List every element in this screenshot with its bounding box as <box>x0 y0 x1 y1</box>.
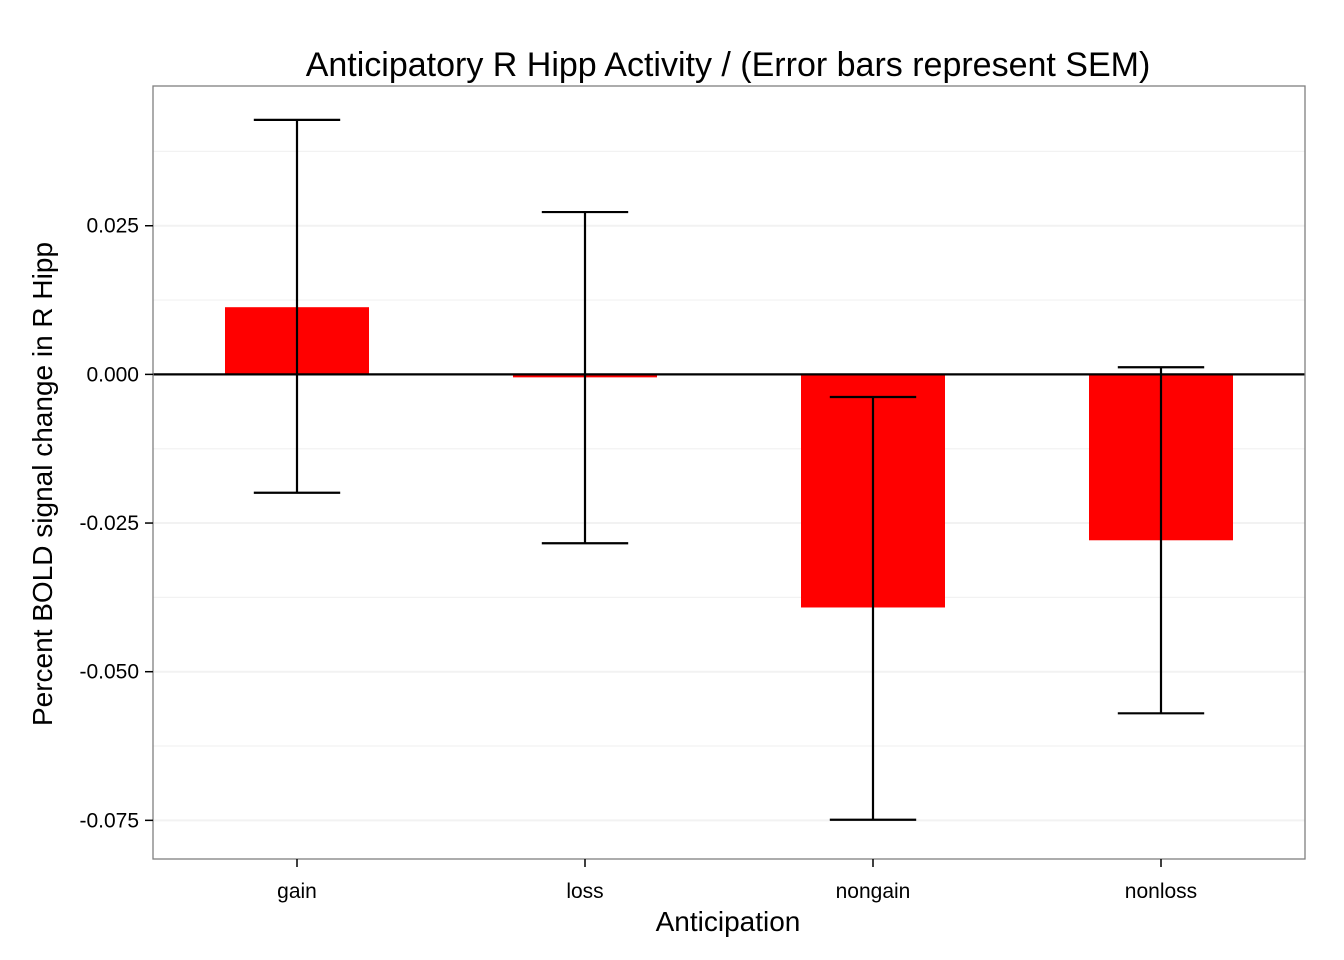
x-tick-label-gain: gain <box>277 880 317 903</box>
y-axis: 0.025 0.000 -0.025 -0.050 -0.075 <box>79 215 153 832</box>
plot-panel-border <box>152 85 1306 860</box>
x-tick-label-loss: loss <box>566 880 603 903</box>
y-tick-label: 0.000 <box>86 363 139 386</box>
error-bar-nongain <box>829 395 917 821</box>
y-tick-label: -0.075 <box>79 809 139 832</box>
minor-gridlines <box>153 150 1305 747</box>
error-bar-nonloss <box>1117 366 1205 715</box>
y-tick-label: -0.025 <box>79 512 139 535</box>
error-bar-gain <box>253 118 341 494</box>
bars-group <box>225 307 1233 608</box>
x-tick-label-nonloss: nonloss <box>1125 880 1197 903</box>
y-tick-label: 0.025 <box>86 215 139 238</box>
error-bars-group <box>253 118 1205 821</box>
x-axis-title: Anticipation <box>656 906 801 937</box>
x-axis: gain loss nongain nonloss <box>277 859 1197 903</box>
y-tick-label: -0.050 <box>79 661 139 684</box>
y-axis-title: Percent BOLD signal change in R Hipp <box>27 242 58 726</box>
error-bar-loss <box>541 210 629 545</box>
chart-title: Anticipatory R Hipp Activity / (Error ba… <box>306 46 1151 84</box>
x-tick-label-nongain: nongain <box>836 880 911 903</box>
